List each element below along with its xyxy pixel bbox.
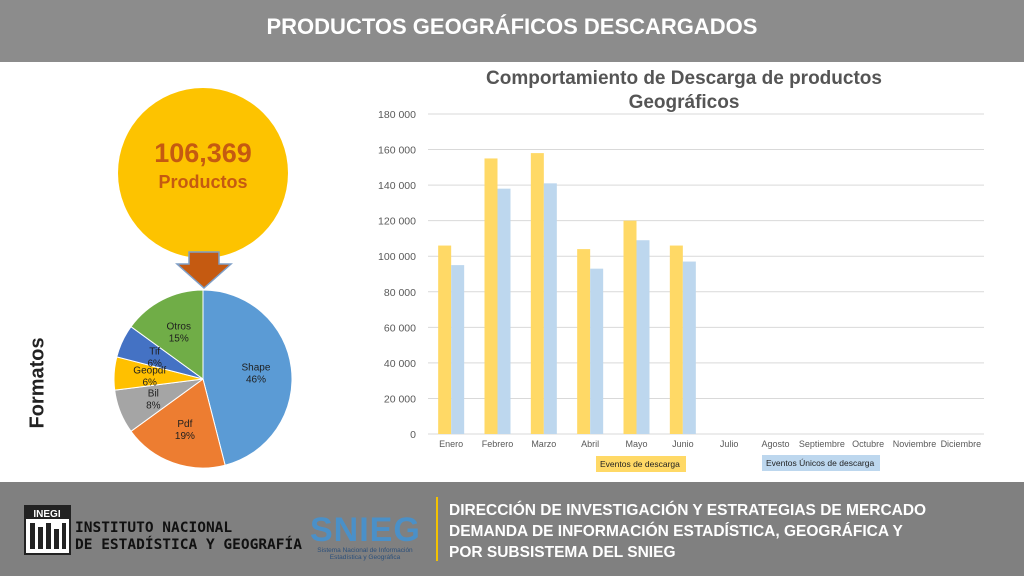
bar-descarga-marzo [530,153,544,434]
y-tick-label: 0 [410,429,416,441]
pie-label-tif: Tif [149,346,160,357]
bar-unicos-junio [682,261,696,434]
downloads-bar-chart: 0 20 000 40 000 60 000 80 000 100 000 120 000 1… [378,109,984,449]
header-bar: PRODUCTOS GEOGRÁFICOS DESCARGADOS [0,0,1024,62]
pie-side-label: Formatos [26,337,49,429]
down-arrow-icon [175,251,233,290]
x-tick-label: Marzo [531,439,556,449]
x-tick-label: Enero [439,439,463,449]
bar-unicos-abril [590,268,604,434]
pie-pct-tif: 6% [147,358,162,369]
pie-pct-bil: 8% [146,401,161,412]
x-tick-label: Abril [581,439,599,449]
footer-line3: POR SUBSISTEMA DEL SNIEG [449,544,676,561]
y-tick-label: 60 000 [384,322,416,334]
x-tick-label: Diciembre [941,439,982,449]
pie-label-bil: Bil [148,389,159,400]
page-title: PRODUCTOS GEOGRÁFICOS DESCARGADOS [266,14,758,39]
footer-divider [436,497,438,561]
x-tick-label: Agosto [761,439,789,449]
bar-unicos-febrero [497,188,511,434]
footer-line2: DEMANDA DE INFORMACIÓN ESTADÍSTICA, GEOG… [449,523,903,540]
bar-descarga-junio [669,245,683,434]
x-tick-label: Junio [672,439,694,449]
legend-series-2: Eventos Únicos de descarga [762,455,880,471]
y-tick-label: 20 000 [384,393,416,405]
chart-title: Comportamiento de Descarga de productos … [486,68,882,113]
snieg-logo: SNIEG [310,511,421,549]
pie-pct-pdf: 19% [175,431,195,442]
bar-unicos-marzo [543,183,557,434]
bar-descarga-mayo [623,220,637,434]
x-tick-label: Noviembre [893,439,937,449]
x-tick-label: Julio [720,439,739,449]
footer-line1: DIRECCIÓN DE INVESTIGACIÓN Y ESTRATEGIAS… [449,502,927,519]
y-tick-label: 120 000 [378,216,416,228]
total-products-bubble: 106,369 Productos [118,88,288,258]
y-tick-label: 40 000 [384,358,416,370]
pie-pct-otros: 15% [169,333,189,344]
pie-label-shape: Shape [242,362,271,373]
bar-descarga-abril [577,249,591,434]
bar-unicos-enero [451,265,465,434]
pie-slice-otros [130,289,204,380]
inegi-logo-icon: INEGI [26,507,69,549]
snieg-subtitle: Sistema Nacional de Información Estadíst… [317,547,413,561]
inegi-logo: INEGI [24,505,71,555]
pie-label-otros: Otros [167,321,191,332]
y-tick-label: 100 000 [378,251,416,263]
inegi-name: INSTITUTO NACIONAL DE ESTADÍSTICA Y GEOG… [75,520,302,554]
y-tick-label: 160 000 [378,145,416,157]
total-products-label: Productos [158,172,248,192]
pie-label-pdf: Pdf [177,419,192,430]
pie-slice-pdf [130,378,226,469]
x-tick-label: Mayo [625,439,647,449]
footer-bar [0,482,1024,576]
bar-descarga-febrero [484,158,498,434]
pie-pct-geopdf: 6% [142,378,157,389]
bar-descarga-enero [438,245,452,434]
inegi-name-line1: INSTITUTO NACIONAL [75,520,233,536]
y-tick-label: 140 000 [378,180,416,192]
svg-text:INEGI: INEGI [33,509,60,520]
y-tick-label: 80 000 [384,287,416,299]
x-tick-label: Septiembre [799,439,845,449]
legend-series-1: Eventos de descarga [596,456,686,472]
pie-slice-shape [202,289,293,466]
total-products-value: 106,369 [154,138,252,168]
pie-label-geopdf: Geopdf [133,366,166,377]
footer-description: DIRECCIÓN DE INVESTIGACIÓN Y ESTRATEGIAS… [449,500,926,563]
x-tick-label: Febrero [482,439,514,449]
y-tick-label: 180 000 [378,109,416,121]
x-tick-label: Octubre [852,439,884,449]
pie-pct-shape: 46% [246,374,266,385]
inegi-name-line2: DE ESTADÍSTICA Y GEOGRAFÍA [75,537,302,553]
bar-unicos-mayo [636,240,650,434]
